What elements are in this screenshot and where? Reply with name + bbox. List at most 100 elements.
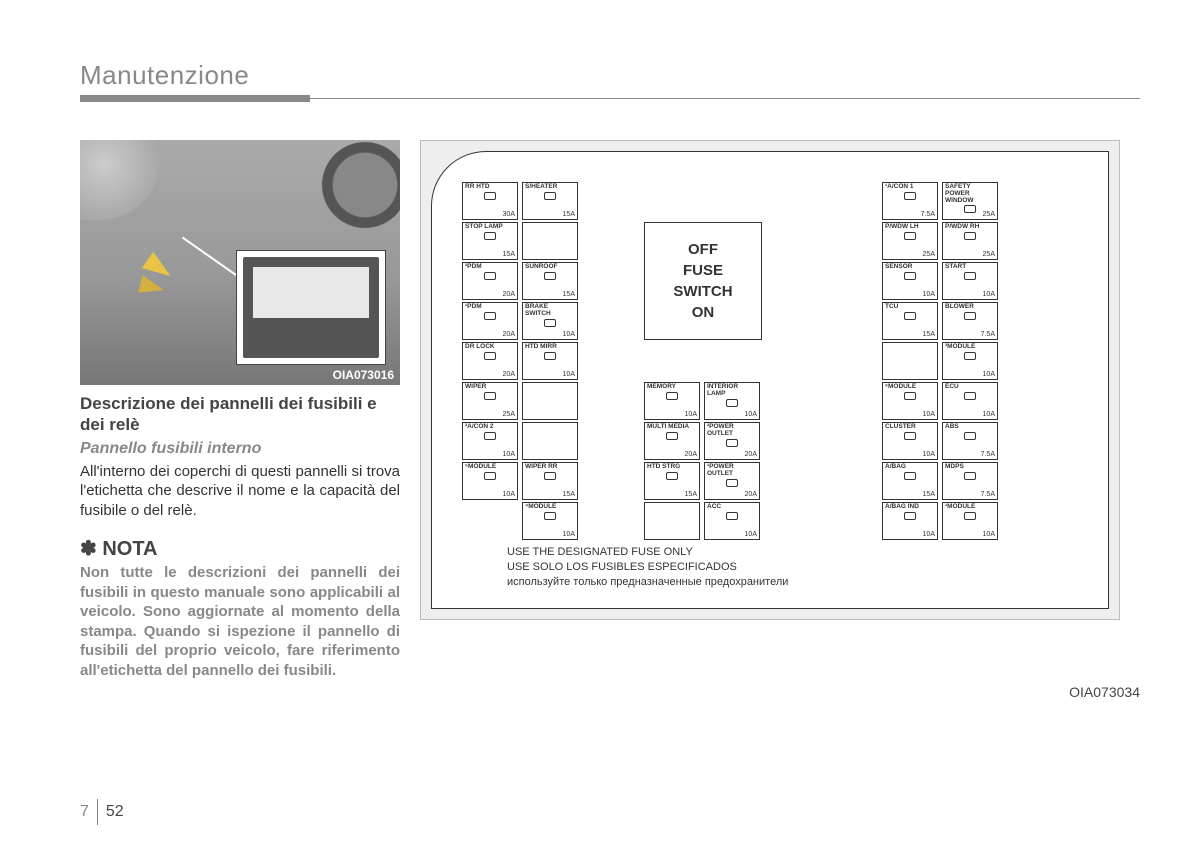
fuse-symbol-icon	[544, 272, 556, 280]
fuse-amperage: 15A	[685, 491, 697, 498]
fuse-label: INTERIOR LAMP	[707, 384, 757, 398]
fuse-cell: A/BAG IND10A	[882, 502, 938, 540]
fuse-label: P/WDW LH	[885, 224, 935, 231]
fuse-symbol-icon	[964, 432, 976, 440]
photo-id: OIA073016	[333, 368, 394, 382]
fuse-symbol-icon	[904, 232, 916, 240]
fuse-amperage: 10A	[503, 491, 515, 498]
fuse-label: ⁵MODULE	[465, 464, 515, 471]
fuse-label: A/BAG	[885, 464, 935, 471]
fuse-symbol-icon	[904, 472, 916, 480]
fuse-label: RR HTD	[465, 184, 515, 191]
fuse-cell: SENSOR 10A	[882, 262, 938, 300]
fuse-cell: TCU15A	[882, 302, 938, 340]
fuse-cell: ⁵MODULE 10A	[462, 462, 518, 500]
fuse-symbol-icon	[726, 439, 738, 447]
fuse-symbol-icon	[726, 479, 738, 487]
fuse-cell: BLOWER7.5A	[942, 302, 998, 340]
manual-page: Manutenzione OIA073016 Descr	[0, 0, 1200, 855]
fuse-cell	[882, 342, 938, 380]
fuse-amperage: 10A	[503, 451, 515, 458]
fuse-label-icon	[253, 267, 369, 318]
fuse-cell: ¹A/CON 1 7.5A	[882, 182, 938, 220]
switch-label: FUSE	[645, 262, 761, 279]
fuse-label: STOP LAMP	[465, 224, 515, 231]
fuse-label: ⁴MODULE	[525, 504, 575, 511]
fuse-cell: ¹PDM20A	[462, 302, 518, 340]
switch-label: OFF	[645, 241, 761, 258]
fuse-amperage: 20A	[745, 491, 757, 498]
fuse-symbol-icon	[484, 272, 496, 280]
fuse-amperage: 25A	[983, 211, 995, 218]
fuse-label: HTD STRG	[647, 464, 697, 471]
note-ru: используйте только предназначенные предо…	[507, 575, 788, 590]
fuse-symbol-icon	[544, 192, 556, 200]
fuse-cell: SAFETY POWER WINDOW25A	[942, 182, 998, 220]
fuse-label: MULTI MEDIA	[647, 424, 697, 431]
fuse-amperage: 10A	[563, 331, 575, 338]
fuse-amperage: 20A	[503, 291, 515, 298]
fuse-label: WIPER	[465, 384, 515, 391]
fuse-amperage: 7.5A	[921, 211, 935, 218]
fuse-cell: P/WDW RH25A	[942, 222, 998, 260]
fuse-symbol-icon	[964, 352, 976, 360]
fuse-panel-outline: RR HTD30ASTOP LAMP15A²PDM20A¹PDM20ADR LO…	[431, 151, 1109, 609]
fuse-label: ²POWER OUTLET	[707, 424, 757, 438]
fuse-symbol-icon	[904, 432, 916, 440]
fuse-symbol-icon	[484, 432, 496, 440]
fuse-symbol-icon	[484, 312, 496, 320]
fuse-diagram: RR HTD30ASTOP LAMP15A²PDM20A¹PDM20ADR LO…	[420, 140, 1120, 620]
fuse-cell: HTD MIRR10A	[522, 342, 578, 380]
fuse-amperage: 10A	[563, 531, 575, 538]
fuse-amperage: 20A	[685, 451, 697, 458]
left-column: OIA073016 Descrizione dei pannelli dei f…	[80, 140, 400, 680]
fuse-label: ¹A/CON 1	[885, 184, 935, 191]
fuse-symbol-icon	[904, 392, 916, 400]
switch-label: ON	[645, 304, 761, 321]
fuse-cell: ACC10A	[704, 502, 760, 540]
rule-thin	[310, 98, 1140, 99]
fuse-cell: BRAKE SWITCH 10A	[522, 302, 578, 340]
fuse-amperage: 15A	[563, 491, 575, 498]
fuse-symbol-icon	[964, 232, 976, 240]
fuse-cell: ⁴MODULE 10A	[522, 502, 578, 540]
fuse-symbol-icon	[964, 512, 976, 520]
fuse-symbol-icon	[666, 432, 678, 440]
fuse-label: SENSOR	[885, 264, 935, 271]
fuse-amperage: 10A	[923, 291, 935, 298]
fuse-symbol-icon	[484, 352, 496, 360]
fuse-cell: SUNROOF15A	[522, 262, 578, 300]
fuse-amperage: 20A	[503, 371, 515, 378]
diagram-id: OIA073034	[1069, 684, 1140, 700]
fuse-cell: A/BAG15A	[882, 462, 938, 500]
fuse-symbol-icon	[726, 512, 738, 520]
fuse-label: CLUSTER	[885, 424, 935, 431]
fuse-label: ECU	[945, 384, 995, 391]
dashboard-photo: OIA073016	[80, 140, 400, 385]
note-body: Non tutte le descrizioni dei pannelli de…	[80, 563, 400, 680]
fuse-amperage: 15A	[563, 211, 575, 218]
fuse-cell: ²PDM20A	[462, 262, 518, 300]
fuse-label: BRAKE SWITCH	[525, 304, 575, 318]
fuse-label: SUNROOF	[525, 264, 575, 271]
fuse-cell: ABS7.5A	[942, 422, 998, 460]
fuse-cell: MDPS7.5A	[942, 462, 998, 500]
diagram-notes: USE THE DESIGNATED FUSE ONLY USE SOLO LO…	[507, 545, 788, 590]
fuse-symbol-icon	[544, 512, 556, 520]
fuse-label: ABS	[945, 424, 995, 431]
section-body: All'interno dei coperchi di questi panne…	[80, 462, 400, 521]
fuse-amperage: 7.5A	[981, 331, 995, 338]
note-heading: ✽ NOTA	[80, 536, 400, 561]
fuse-cell: ⁶MODULE10A	[882, 382, 938, 420]
fuse-cell: HTD STRG 15A	[644, 462, 700, 500]
fuse-cell: ECU10A	[942, 382, 998, 420]
fuse-cell: S/HEATER15A	[522, 182, 578, 220]
fuse-cell: STOP LAMP15A	[462, 222, 518, 260]
section-heading: Descrizione dei pannelli dei fusibili e …	[80, 393, 400, 436]
fuse-cover-callout	[236, 250, 386, 365]
page-footer: 7 52	[0, 799, 1200, 825]
fuse-label: ¹PDM	[465, 304, 515, 311]
rule-thick	[80, 95, 310, 102]
fuse-cell: ²POWER OUTLET20A	[704, 422, 760, 460]
fuse-amperage: 10A	[923, 451, 935, 458]
